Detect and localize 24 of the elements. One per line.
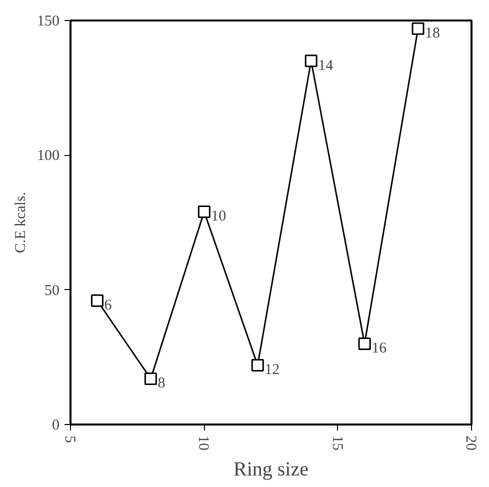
point bbox=[412, 22, 424, 35]
y-tick-label: 100 bbox=[37, 148, 60, 164]
x-axis-title: Ring size bbox=[234, 458, 309, 480]
y-tick-label: 50 bbox=[44, 282, 60, 299]
annotation: 12 bbox=[264, 362, 280, 378]
x-tick-label: 5 bbox=[62, 436, 78, 443]
point bbox=[90, 294, 104, 307]
x-tick-label: 15 bbox=[328, 436, 345, 450]
annotation: 10 bbox=[211, 208, 226, 225]
annotation: 6 bbox=[104, 298, 112, 314]
annotation: 8 bbox=[158, 376, 166, 392]
y-tick-label: 150 bbox=[37, 14, 60, 30]
point bbox=[144, 372, 157, 385]
annotation: 14 bbox=[318, 58, 334, 74]
point bbox=[251, 358, 264, 372]
point bbox=[198, 205, 210, 218]
y-axis-title: C.E kcals. bbox=[13, 192, 29, 254]
point bbox=[358, 337, 371, 350]
point bbox=[304, 54, 318, 68]
y-tick-label: 0 bbox=[52, 418, 60, 434]
x-tick-label: 10 bbox=[195, 436, 212, 450]
annotation: 18 bbox=[425, 26, 440, 42]
x-tick-label: 20 bbox=[462, 436, 478, 450]
annotation: 16 bbox=[372, 340, 388, 357]
